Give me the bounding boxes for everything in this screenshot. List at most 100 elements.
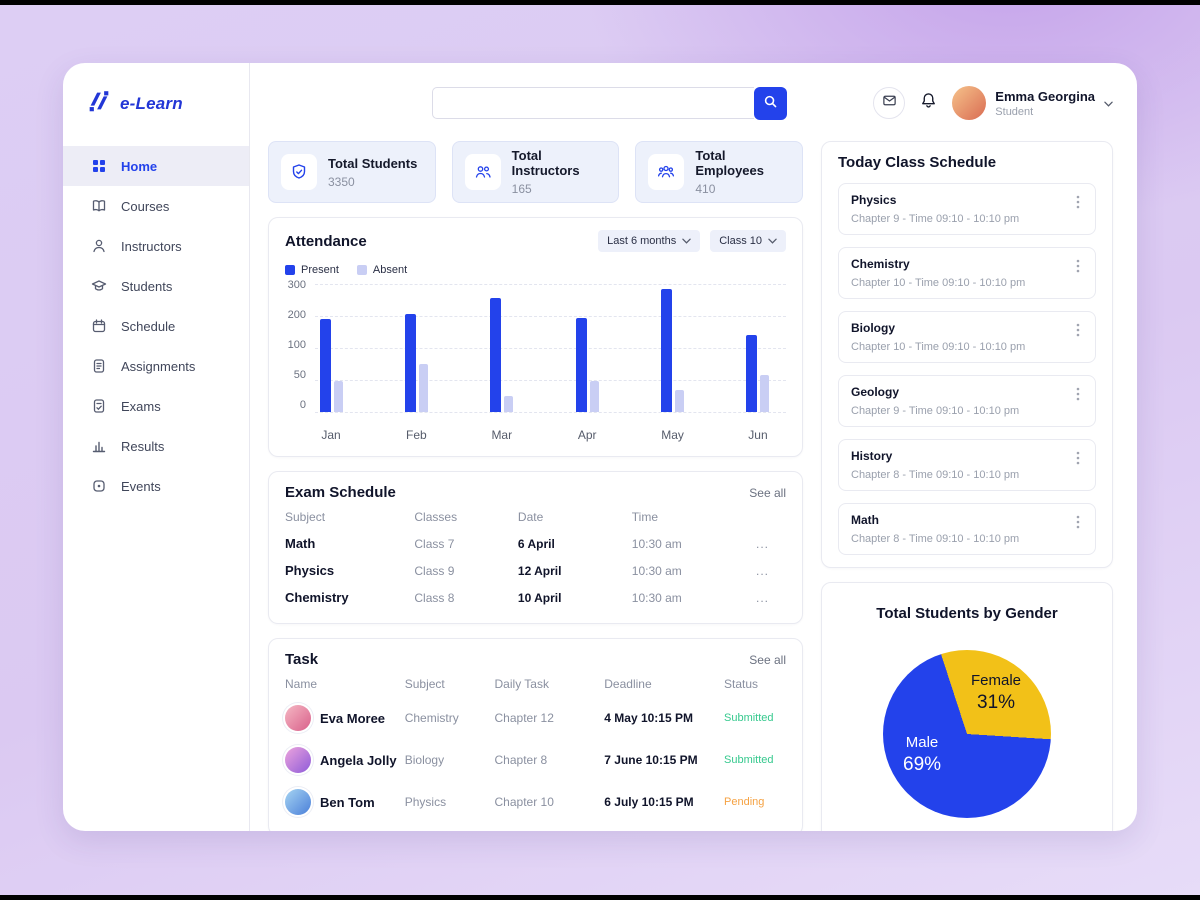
topbar: Emma Georgina Student (268, 77, 1113, 129)
attendance-plot-area (315, 284, 786, 413)
sidebar-item[interactable]: Home (63, 146, 249, 186)
task-name: Angela Jolly (320, 752, 397, 768)
present-bar (575, 318, 587, 412)
table-row: Math Class 7 6 April 10:30 am ... (285, 530, 786, 557)
absent-bar (504, 396, 514, 412)
column-header: Deadline (604, 677, 652, 691)
schedule-detail: Chapter 8 - Time 09:10 - 10:10 pm (851, 533, 1020, 545)
logo: e-Learn (63, 83, 249, 146)
gender-pie (883, 650, 1051, 818)
exam-title: Exam Schedule (285, 484, 396, 501)
sidebar-item[interactable]: Assignments (63, 346, 249, 386)
sidebar-item-label: Courses (121, 198, 170, 214)
present-bar (404, 314, 416, 412)
stats-row: Total Students 3350 Total Instructors 16… (268, 141, 804, 203)
sidebar: e-Learn Home Courses Instructors (63, 63, 250, 831)
sidebar-item[interactable]: Results (63, 426, 249, 466)
mail-button[interactable] (873, 87, 906, 119)
task-daily-task: Chapter 10 (494, 795, 554, 809)
column-header: Time (631, 510, 658, 524)
attendance-title: Attendance (285, 232, 367, 250)
exam-table-body: Math Class 7 6 April 10:30 am ... Physic… (285, 530, 786, 611)
task-card: Task See all Name Subject Daily Task Deadli… (268, 638, 803, 831)
schedule-item: Math Chapter 8 - Time 09:10 - 10:10 pm (838, 503, 1096, 555)
gender-title: Total Students by Gender (876, 605, 1058, 622)
schedule-subject: Biology (851, 321, 895, 335)
sidebar-item[interactable]: Schedule (63, 306, 249, 346)
attendance-xlabels: Jan Feb Mar Apr May Jun (315, 418, 786, 444)
row-more-button[interactable]: ... (755, 563, 769, 578)
schedule-icon (90, 317, 108, 335)
schedule-subject: Math (851, 513, 879, 527)
task-see-all-link[interactable]: See all (749, 652, 786, 667)
schedule-item: Geology Chapter 9 - Time 09:10 - 10:10 p… (838, 375, 1096, 427)
column-header: Subject (285, 510, 326, 524)
sidebar-nav: Home Courses Instructors Students (63, 146, 249, 506)
kebab-menu-button[interactable] (1073, 385, 1083, 408)
sidebar-item[interactable]: Events (63, 466, 249, 506)
exam-see-all-link[interactable]: See all (749, 485, 786, 500)
sidebar-item-label: Schedule (121, 318, 176, 334)
schedule-item: Biology Chapter 10 - Time 09:10 - 10:10 … (838, 311, 1096, 363)
search-button[interactable] (754, 86, 787, 120)
task-deadline: 7 June 10:15 PM (604, 753, 698, 767)
today-schedule-list: Physics Chapter 9 - Time 09:10 - 10:10 p… (838, 183, 1096, 555)
chevron-down-icon (768, 235, 777, 247)
e-learn-logo-icon (85, 87, 113, 120)
exam-time: 10:30 am (631, 590, 682, 605)
bar-group (746, 335, 770, 412)
present-bar (490, 298, 502, 412)
sidebar-item[interactable]: Instructors (63, 226, 249, 266)
stat-label: Total Employees (695, 148, 764, 178)
kebab-menu-button[interactable] (1073, 449, 1083, 472)
user-menu[interactable]: Emma Georgina Student (952, 86, 1113, 120)
row-more-button[interactable]: ... (755, 536, 769, 551)
column-header: Status (724, 677, 759, 691)
exam-time: 10:30 am (631, 563, 682, 578)
pie-label-female: Female 31% (971, 672, 1022, 713)
exam-subject: Math (285, 536, 316, 551)
sidebar-item[interactable]: Students (63, 266, 249, 306)
bar-group (490, 298, 514, 412)
attendance-filter-dropdown[interactable]: Last 6 months (598, 230, 701, 252)
present-bar (319, 319, 331, 412)
status-badge: Submitted (724, 754, 774, 766)
y-tick-label: 50 (293, 369, 306, 381)
exam-subject: Physics (285, 563, 335, 578)
table-row: Physics Class 9 12 April 10:30 am ... (285, 557, 786, 584)
bar-group (661, 289, 685, 412)
absent-bar (760, 375, 770, 412)
exam-date: 12 April (517, 563, 562, 578)
task-subject: Chemistry (404, 711, 459, 725)
exam-class: Class 8 (414, 590, 455, 605)
kebab-menu-button[interactable] (1073, 513, 1083, 536)
column-header: Name (285, 677, 318, 691)
notifications-button[interactable] (920, 92, 937, 114)
task-name: Eva Moree (320, 710, 386, 726)
bottom-edge-bar (0, 895, 1200, 900)
people-group-icon (648, 154, 685, 190)
schedule-item: Physics Chapter 9 - Time 09:10 - 10:10 p… (838, 183, 1096, 235)
kebab-menu-button[interactable] (1073, 321, 1083, 344)
avatar (285, 789, 311, 815)
sidebar-item-label: Results (121, 438, 165, 454)
exams-icon (90, 397, 108, 415)
sidebar-item[interactable]: Courses (63, 186, 249, 226)
stat-label: Total Instructors (511, 148, 580, 178)
task-name: Ben Tom (320, 794, 375, 810)
row-more-button[interactable]: ... (755, 590, 769, 605)
sidebar-item[interactable]: Exams (63, 386, 249, 426)
x-tick-label: Feb (406, 428, 427, 442)
bar-group (319, 319, 343, 412)
gender-card: Total Students by Gender Female 31% Male… (821, 582, 1113, 831)
kebab-menu-button[interactable] (1073, 257, 1083, 280)
search-input[interactable] (432, 87, 754, 119)
y-tick-label: 100 (287, 339, 306, 351)
kebab-menu-button[interactable] (1073, 193, 1083, 216)
y-tick-label: 300 (287, 279, 306, 291)
pie-label-male: Male 69% (903, 734, 942, 775)
attendance-filter-dropdown[interactable]: Class 10 (710, 230, 786, 252)
top-edge-bar (0, 0, 1200, 5)
user-role: Student (995, 105, 1034, 118)
home-icon (90, 157, 108, 175)
